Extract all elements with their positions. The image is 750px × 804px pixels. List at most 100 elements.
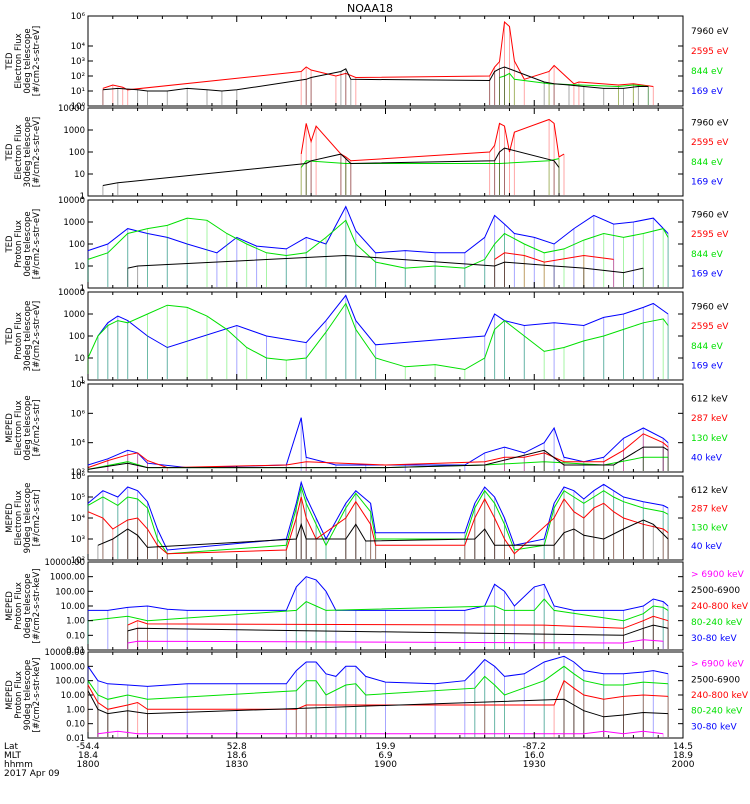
legend-item: 7960 eV: [691, 303, 729, 313]
footer-lat-value: 14.5: [673, 742, 693, 752]
panel-5: 10² 10⁴ 10⁶ 10⁸ MEPED Electron Flux 0deg teles…: [5, 380, 728, 478]
footer-mlt-value: 18.9: [673, 751, 693, 761]
series-line: [87, 433, 669, 469]
series-line: [87, 496, 669, 555]
series-line: [87, 446, 669, 470]
legend-item: 130 keV: [691, 523, 728, 533]
y-tick-label: 10.00: [61, 602, 85, 612]
series-line: [97, 519, 669, 548]
y-tick-label: 1000: [63, 126, 85, 136]
legend-item: > 6900 keV: [691, 570, 745, 580]
series-line: [102, 20, 654, 91]
y-axis-label-line: Electron Flux: [14, 490, 24, 545]
y-tick-label: 10⁶: [71, 12, 86, 22]
series-line: [102, 147, 560, 186]
y-axis-label: MEPED Proton Flux 90deg telescope [#/cm2-s-…: [5, 658, 42, 733]
footer-hhmm-value: 1900: [374, 760, 397, 770]
y-tick-label: 100: [69, 240, 85, 250]
footer-lat-value: 52.8: [227, 742, 247, 752]
y-tick-label: 10³: [71, 535, 85, 545]
y-axis-label-line: TED: [5, 52, 15, 71]
legend-item: 80-240 keV: [691, 618, 743, 628]
legend-item: 2595 eV: [691, 230, 729, 240]
panel-1: 10⁰ 10¹ 10² 10³ 10⁴ 10⁶ TED Electron Flux 0deg t…: [5, 12, 729, 112]
y-axis-label: MEPED Electron Flux 0deg telescope [#/cm2-s…: [5, 395, 42, 460]
y-tick-label: 10: [74, 354, 85, 364]
footer-row-label: MLT: [4, 751, 22, 761]
y-tick-label: 10⁶: [71, 409, 86, 419]
y-tick-label: 10000.00: [44, 558, 85, 568]
panel-2: 1 10 100 1000 10000 TED Electron Flux 30deg tel…: [5, 104, 729, 202]
legend-item: 169 eV: [691, 361, 724, 371]
series-line: [127, 254, 644, 274]
legend-item: 2595 eV: [691, 138, 729, 148]
y-tick-label: 10.00: [61, 691, 85, 701]
y-axis-label-line: 0deg telescope: [23, 395, 33, 460]
y-axis-label-line: 0deg telescope: [23, 28, 33, 93]
y-tick-label: 10⁴: [71, 514, 86, 524]
panel-frame: [87, 107, 684, 197]
panel-6: 10² 10³ 10⁴ 10⁵ 10⁶ MEPED Electron Flux 90deg t…: [5, 472, 728, 566]
y-tick-label: 100: [69, 148, 85, 158]
y-axis-label-line: [#/cm2-s-str]: [32, 400, 42, 457]
y-axis-label-line: [#/cm2-s-str-keV]: [32, 658, 42, 733]
y-axis-label-line: 30deg telescope: [23, 117, 33, 188]
series-line: [88, 576, 669, 611]
footer-hhmm-value: 1830: [225, 760, 248, 770]
y-axis-label-line: Proton Flux: [14, 312, 24, 360]
legend-item: 40 keV: [691, 542, 723, 552]
y-axis-label-line: 0deg telescope: [23, 573, 33, 638]
series-line: [127, 624, 669, 636]
legend-item: 612 keV: [691, 395, 728, 405]
panel-3: 1 10 100 1000 10000 TED Proton Flux 0deg telesc…: [5, 196, 729, 294]
series-line: [97, 294, 669, 349]
y-tick-label: 1.00: [66, 705, 85, 715]
y-axis-label-line: [#/cm2-s-str-eV]: [32, 26, 42, 96]
y-tick-label: 1000: [63, 218, 85, 228]
y-axis-label-line: [#/cm2-s-str]: [32, 490, 42, 547]
y-tick-label: 0.01: [66, 646, 85, 656]
y-axis-label: MEPED Electron Flux 90deg telescope [#/cm2-…: [5, 483, 42, 554]
y-axis-label-line: [#/cm2-s-str-eV]: [32, 209, 42, 279]
y-tick-label: 1: [80, 192, 85, 202]
legend-item: 240-800 keV: [691, 691, 749, 701]
y-axis-label: TED Electron Flux 0deg telescope [#/cm2-s-s…: [5, 26, 42, 96]
y-axis-label-line: [#/cm2-s-str-keV]: [32, 569, 42, 644]
legend-item: 169 eV: [691, 269, 724, 279]
footer-row-label: 2017 Apr 09: [4, 769, 60, 779]
legend-item: 844 eV: [691, 67, 724, 77]
legend-item: > 6900 keV: [691, 660, 745, 670]
y-tick-label: 1000.00: [50, 573, 85, 583]
panel-frame: [87, 383, 684, 473]
y-axis-label-line: MEPED: [5, 413, 15, 443]
series-line: [499, 72, 649, 88]
legend-item: 2595 eV: [691, 322, 729, 332]
legend-item: 7960 eV: [691, 27, 729, 37]
y-tick-label: 10⁰: [71, 102, 86, 112]
y-axis-label-line: 30deg telescope: [23, 301, 33, 372]
y-axis-label-line: Electron Flux: [14, 400, 24, 455]
y-tick-label: 10⁵: [71, 493, 85, 503]
footer-hhmm-value: 2000: [672, 760, 695, 770]
legend-item: 287 keV: [691, 414, 728, 424]
y-axis-label: MEPED Proton Flux 0deg telescope [#/cm2-s-s…: [5, 569, 42, 644]
legend-item: 169 eV: [691, 177, 724, 187]
footer-mlt-value: 18.6: [227, 751, 247, 761]
legend-item: 2595 eV: [691, 47, 729, 57]
panel-frame: [87, 291, 684, 381]
y-axis-label-line: Proton Flux: [14, 220, 24, 268]
footer-row-label: hhmm: [4, 760, 33, 770]
legend-item: 240-800 keV: [691, 602, 749, 612]
series-line: [87, 690, 669, 718]
legend-item: 80-240 keV: [691, 707, 743, 717]
legend-item: 7960 eV: [691, 211, 729, 221]
series-line: [300, 158, 560, 168]
y-axis-label-line: Electron Flux: [14, 33, 24, 88]
series-line: [87, 205, 669, 254]
panel-8: 0.010.101.0010.00100.001000.0010000.00ME…: [5, 648, 749, 744]
y-tick-label: 100: [69, 332, 85, 342]
y-tick-label: 10²: [71, 556, 85, 566]
y-tick-label: 10: [74, 262, 85, 272]
series-line: [87, 217, 669, 269]
